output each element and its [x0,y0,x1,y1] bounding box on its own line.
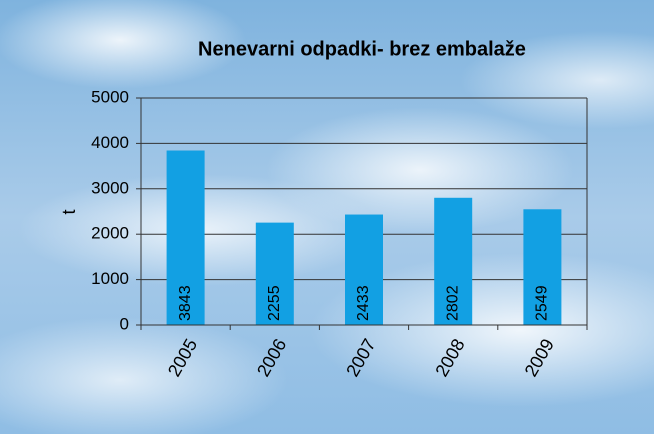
x-tick-label: 2006 [253,335,290,380]
data-label: 2549 [534,285,551,321]
x-tick-label: 2008 [431,335,468,380]
y-tick-label: 2000 [91,224,129,243]
y-axis-label: t [59,209,79,214]
chart-title: Nenevarni odpadki- brez embalaže [198,38,526,60]
data-label: 2802 [444,285,461,321]
chart-background: Nenevarni odpadki- brez embalaže t 0 1000… [0,0,654,434]
y-tick-label: 5000 [91,87,129,106]
data-label: 3843 [177,285,194,321]
data-label: 2433 [355,285,372,321]
chart: Nenevarni odpadki- brez embalaže t 0 1000… [0,0,654,434]
y-tick-label: 1000 [91,269,129,288]
data-label: 2255 [266,285,283,321]
y-tick-label: 3000 [91,178,129,197]
y-tick-label: 4000 [91,133,129,152]
x-tick-label: 2005 [164,335,201,380]
x-tick-label: 2007 [342,335,379,380]
x-tick-label: 2009 [521,335,558,380]
y-tick-label: 0 [120,314,129,333]
